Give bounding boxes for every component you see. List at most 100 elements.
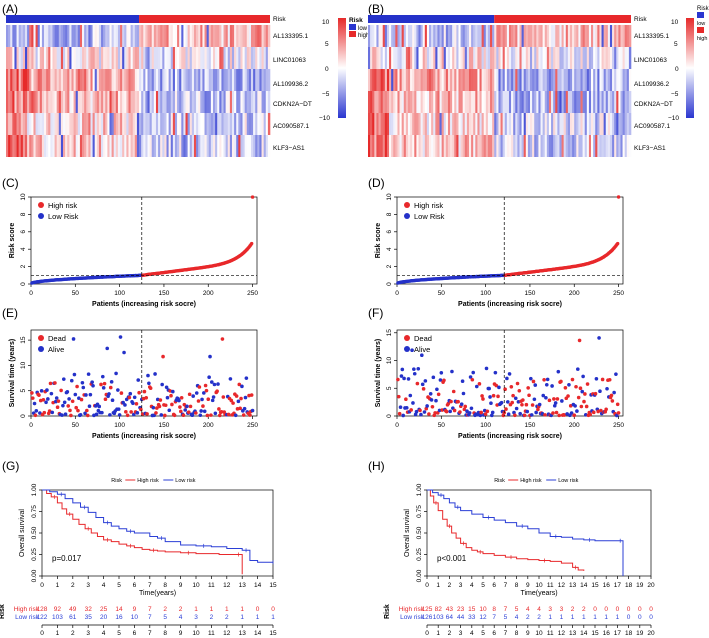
dead-point xyxy=(217,407,221,411)
heatmap-cell xyxy=(628,135,632,157)
heatmap-cell xyxy=(628,25,632,47)
heatmap-cell xyxy=(372,47,375,69)
risk-table-value: 1 xyxy=(225,606,229,613)
heatmap-cell xyxy=(143,91,146,113)
heatmap-cell xyxy=(386,113,390,135)
heatmap-cell xyxy=(210,25,214,47)
alive-point xyxy=(422,410,427,414)
heatmap-cell xyxy=(477,91,480,113)
heatmap-cell xyxy=(447,47,451,69)
heatmap-cell xyxy=(374,113,377,135)
legend-alive-dot xyxy=(404,346,410,352)
alive-point xyxy=(101,386,106,390)
heatmap-cell xyxy=(473,69,476,91)
heatmap-cell xyxy=(48,113,51,135)
alive-point xyxy=(65,390,70,394)
heatmap-cell xyxy=(67,135,70,157)
heatmap-cell xyxy=(33,69,36,91)
heatmap-cell xyxy=(500,135,503,157)
heatmap-cell xyxy=(477,113,480,135)
heatmap-cell xyxy=(397,91,400,113)
heatmap-cell xyxy=(179,69,182,91)
heatmap-cell xyxy=(198,47,201,69)
heatmap-cell xyxy=(517,91,520,113)
heatmap-b-gene-1: AL133395.1 xyxy=(634,33,669,40)
heatmap-cell xyxy=(628,69,632,91)
heatmap-cell xyxy=(616,25,619,47)
heatmap-cell xyxy=(174,135,178,157)
heatmap-cell xyxy=(208,135,212,157)
heatmap-cell xyxy=(614,69,617,91)
heatmap-cell xyxy=(259,25,262,47)
dead-point xyxy=(241,413,246,417)
heatmap-cell xyxy=(397,69,400,91)
heatmap-cell xyxy=(605,47,609,69)
heatmap-cell xyxy=(84,25,87,47)
heatmap-cell xyxy=(561,25,564,47)
heatmap-cell xyxy=(473,25,476,47)
heatmap-cell xyxy=(435,135,438,157)
heatmap-cell xyxy=(105,91,108,113)
heatmap-cell xyxy=(607,69,611,91)
heatmap-cell xyxy=(242,135,245,157)
heatmap-cell xyxy=(424,135,428,157)
heatmap-cell xyxy=(90,113,93,135)
heatmap-cell xyxy=(191,113,195,135)
panel-label-b: (B) xyxy=(368,2,384,16)
heatmap-cell xyxy=(607,113,611,135)
x-tick-label: 11 xyxy=(208,582,215,589)
heatmap-cell xyxy=(231,135,235,157)
heatmap-cell xyxy=(580,113,583,135)
heatmap-cell xyxy=(147,113,150,135)
heatmap-cell xyxy=(378,47,381,69)
heatmap-cell xyxy=(84,113,87,135)
heatmap-cell xyxy=(530,135,533,157)
dead-point xyxy=(577,338,582,343)
dead-point xyxy=(157,404,162,409)
dead-point xyxy=(463,404,468,409)
heatmap-cell xyxy=(41,135,45,157)
heatmap-cell xyxy=(622,135,625,157)
x-tick-label: 100 xyxy=(114,290,125,297)
alive-point xyxy=(598,389,602,394)
heatmap-cell xyxy=(177,135,180,157)
heatmap-cell xyxy=(460,69,463,91)
risk-table-title: Risk xyxy=(0,604,6,619)
heatmap-cell xyxy=(376,135,379,157)
heatmap-cell xyxy=(368,47,371,69)
risk-table-x-tick-label: 1 xyxy=(56,630,60,637)
alive-point xyxy=(160,382,164,387)
y-tick-label: 0 xyxy=(20,282,27,286)
heatmap-cell xyxy=(208,91,212,113)
heatmap-cell xyxy=(29,135,32,157)
heatmap-cell xyxy=(231,47,235,69)
alive-point xyxy=(32,401,37,406)
colorbar-b-tick-10: 10 xyxy=(671,19,679,26)
heatmap-cell xyxy=(44,91,47,113)
heatmap-cell xyxy=(202,69,205,91)
heatmap-cell xyxy=(553,47,556,69)
x-axis-label: Time(years) xyxy=(139,590,176,597)
heatmap-cell xyxy=(147,91,150,113)
dead-point xyxy=(219,410,224,414)
heatmap-cell xyxy=(384,91,388,113)
dead-point xyxy=(479,410,483,415)
heatmap-cell xyxy=(210,113,214,135)
heatmap-cell xyxy=(500,25,503,47)
heatmap-cell xyxy=(473,47,476,69)
heatmap-cell xyxy=(462,91,466,113)
alive-point xyxy=(435,387,439,392)
x-tick-label: 200 xyxy=(569,422,580,429)
heatmap-cell xyxy=(10,113,13,135)
heatmap-cell xyxy=(437,25,440,47)
heatmap-cell xyxy=(25,69,28,91)
heatmap-cell xyxy=(139,135,142,157)
dead-point xyxy=(226,412,231,417)
heatmap-a-color-legend: 10 5 0 −5 −10 Risk low high xyxy=(319,17,369,122)
risk-table-value: 103 xyxy=(433,614,444,621)
x-tick-label: 7 xyxy=(504,582,508,589)
heatmap-cell xyxy=(538,135,541,157)
dead-point xyxy=(178,409,183,414)
heatmap-cell xyxy=(20,69,24,91)
heatmap-cell xyxy=(439,135,442,157)
